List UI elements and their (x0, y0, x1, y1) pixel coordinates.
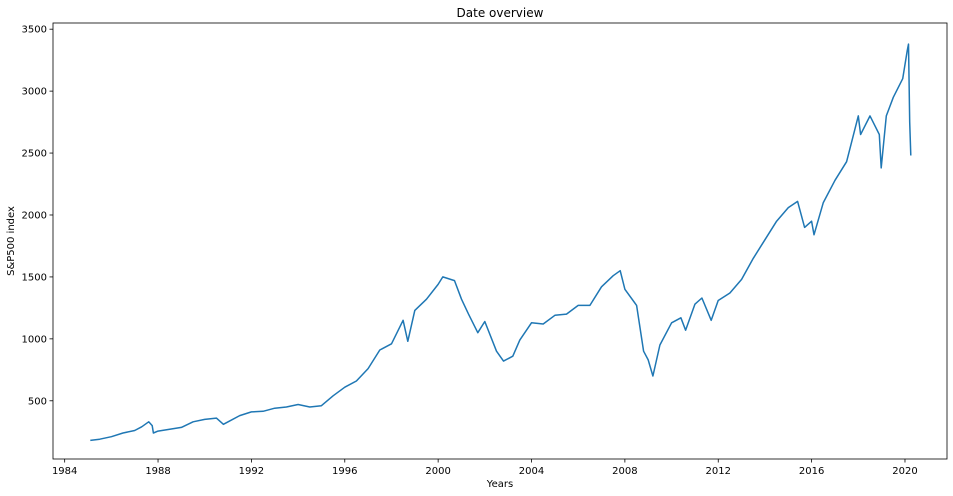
series-layer (90, 43, 912, 442)
y-tick-label: 500 (28, 396, 47, 407)
x-tick-label: 2020 (892, 466, 917, 477)
x-tick-label: 2004 (519, 466, 544, 477)
x-tick-label: 2012 (706, 466, 731, 477)
y-tick-label: 2000 (22, 210, 47, 221)
y-tick-label: 3500 (22, 25, 47, 36)
x-axis-ticks: 1984 1988 1992 1996 2000 2004 2008 2012 2016 2020 (52, 459, 918, 477)
series-line (90, 43, 912, 442)
plot-area (52, 22, 948, 460)
x-tick-label: 1984 (52, 466, 77, 477)
x-tick-label: 2016 (799, 466, 824, 477)
x-tick-label: 1988 (145, 466, 170, 477)
y-axis-title: S&P500 index (6, 206, 17, 276)
y-tick-label: 1500 (22, 272, 47, 283)
x-tick-label: 2000 (425, 466, 450, 477)
x-axis-title: Years (486, 479, 513, 490)
x-tick-label: 1996 (332, 466, 357, 477)
chart-title: Date overview (457, 6, 544, 20)
y-tick-label: 3000 (22, 87, 47, 98)
y-axis-ticks: 500 1000 1500 2000 2500 3000 3500 (22, 25, 53, 407)
y-tick-label: 1000 (22, 334, 47, 345)
y-tick-label: 2500 (22, 149, 47, 160)
x-tick-label: 2008 (612, 466, 637, 477)
x-tick-label: 1992 (239, 466, 264, 477)
